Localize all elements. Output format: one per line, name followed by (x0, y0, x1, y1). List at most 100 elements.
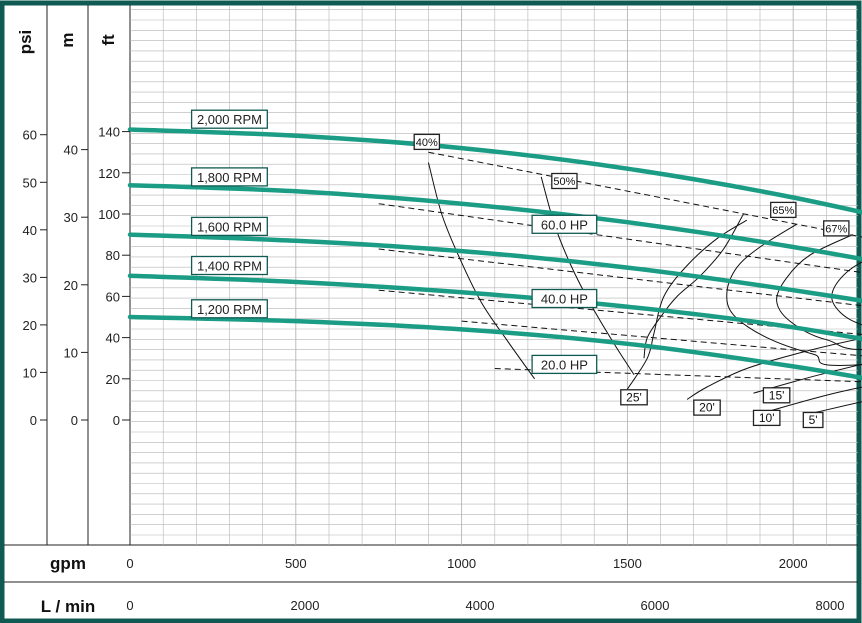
psi-tick-label: 0 (30, 413, 37, 428)
rpm-label-1-800-rpm-box (190, 167, 268, 187)
rpm-label-1-400-rpm-box (190, 255, 268, 276)
power-line-75-0-hp (428, 151, 862, 238)
rpm-label-2-000-rpm-box (190, 109, 268, 129)
psi-axis-title: psi (16, 30, 35, 55)
ft-tick-label: 60 (106, 289, 120, 304)
rpm-label-1-600-rpm-text: 1,600 RPM (197, 219, 262, 234)
psi-tick-label: 40 (23, 223, 37, 238)
gpm-tick-label: 0 (126, 556, 133, 571)
efficiency-label-65-2-text: 65% (772, 205, 794, 217)
gpm-tick-label: 500 (285, 556, 307, 571)
efficiency-curve-65-2 (643, 213, 744, 359)
rpm-label-1-600-rpm: 1,600 RPM (190, 216, 268, 237)
efficiency-curve-67-3 (726, 223, 862, 366)
rpm-label-1-400-rpm: 1,400 RPM (190, 255, 268, 276)
ft-tick-label: 40 (106, 331, 120, 346)
rpm-label-2-000-rpm-text: 2,000 RPM (197, 112, 262, 127)
hp-label-40-0-hp-text: 40.0 HP (541, 292, 588, 307)
npsh-label-15-text: 15' (769, 388, 785, 402)
efficiency-label-67-3: 67% (823, 220, 850, 237)
power-line-60-0-hp (378, 203, 862, 273)
efficiency-label-65-2-box (770, 201, 797, 219)
efficiency-label-40-0-box (413, 133, 441, 151)
m-tick-label: 20 (64, 278, 78, 293)
npsh-label-25-box (620, 389, 648, 406)
psi-tick-label: 10 (23, 365, 37, 380)
m-tick-label: 40 (64, 143, 78, 158)
m-tick-label: 10 (64, 345, 78, 360)
npsh-label-5: 5' (802, 411, 824, 429)
npsh-curve-25 (626, 219, 748, 390)
gpm-tick-label: 1000 (447, 556, 476, 571)
power-line-30-0-hp (461, 320, 862, 357)
efficiency-curve-40-0 (427, 162, 536, 380)
npsh-label-10: 10' (752, 409, 781, 427)
npsh-curve-10 (766, 386, 862, 413)
ft-axis-title: ft (99, 34, 118, 46)
npsh-label-25-text: 25' (626, 390, 642, 404)
psi-tick-label: 20 (23, 318, 37, 333)
lpm-tick-label: 0 (126, 598, 133, 613)
npsh-curve-20 (686, 337, 862, 400)
lpm-tick-label: 8000 (816, 598, 845, 613)
efficiency-label-40-0-text: 40% (416, 137, 438, 149)
npsh-label-15: 15' (762, 387, 791, 404)
efficiency-label-50-1: 50% (551, 172, 578, 190)
chart-grid (130, 6, 858, 545)
power-line-50-0-hp (378, 248, 862, 307)
efficiency-label-40-0: 40% (413, 133, 441, 151)
npsh-label-20-box (693, 399, 721, 416)
power-line-40-0-hp (378, 289, 862, 335)
hp-label-60-0-hp-text: 60.0 HP (541, 217, 588, 232)
rpm-curve-1-800-rpm (127, 182, 862, 262)
rpm-curve-1-200-rpm (127, 314, 862, 381)
m-tick-label: 0 (71, 413, 78, 428)
npsh-label-20: 20' (693, 399, 721, 416)
efficiency-label-67-3-text: 67% (825, 223, 847, 235)
efficiency-label-50-1-text: 50% (553, 176, 575, 188)
hp-label-20-0-hp-box (531, 354, 598, 375)
rpm-label-1-400-rpm-text: 1,400 RPM (197, 259, 262, 274)
lpm-tick-label: 2000 (291, 598, 320, 613)
ft-tick-label: 20 (106, 372, 120, 387)
ft-tick-label: 80 (106, 248, 120, 263)
rpm-label-1-200-rpm-text: 1,200 RPM (197, 302, 262, 317)
efficiency-label-65-2: 65% (770, 201, 797, 219)
npsh-label-5-text: 5' (809, 413, 818, 427)
hp-label-40-0-hp: 40.0 HP (531, 288, 598, 309)
hp-label-40-0-hp-box (531, 288, 598, 309)
efficiency-curve-68-4 (776, 234, 862, 351)
rpm-label-2-000-rpm: 2,000 RPM (190, 109, 268, 129)
npsh-label-20-text: 20' (699, 401, 715, 415)
npsh-label-25: 25' (620, 389, 648, 406)
hp-label-60-0-hp-box (531, 214, 598, 234)
rpm-curve-1-600-rpm (127, 232, 862, 303)
npsh-curve-15 (753, 363, 862, 394)
ft-tick-label: 0 (113, 413, 120, 428)
gpm-tick-label: 2000 (779, 556, 808, 571)
efficiency-curve-70-5 (831, 261, 862, 326)
rpm-curve-2-000-rpm (127, 127, 862, 215)
gpm-tick-label: 1500 (613, 556, 642, 571)
rpm-label-1-200-rpm-box (190, 299, 268, 319)
efficiency-label-50-1-box (551, 172, 578, 190)
efficiency-label-67-3-box (823, 220, 850, 237)
npsh-label-5-box (802, 411, 824, 429)
ft-tick-label: 120 (98, 166, 120, 181)
hp-label-20-0-hp: 20.0 HP (531, 354, 598, 375)
rpm-label-1-600-rpm-box (190, 216, 268, 237)
m-tick-label: 30 (64, 210, 78, 225)
ft-tick-label: 140 (98, 125, 120, 140)
chart-axes: 0 10 20 30 40 50 60 0 10 20 30 40 0 20 40 60 80 100 120 140… (16, 30, 845, 616)
lpm-axis-title: L / min (41, 597, 95, 616)
hp-label-60-0-hp: 60.0 HP (531, 214, 598, 234)
rpm-label-1-200-rpm: 1,200 RPM (190, 299, 268, 319)
lpm-tick-label: 6000 (641, 598, 670, 613)
hp-label-20-0-hp-text: 20.0 HP (541, 357, 588, 372)
rpm-label-1-800-rpm: 1,800 RPM (190, 167, 268, 187)
gpm-axis-title: gpm (50, 554, 86, 573)
psi-tick-label: 60 (23, 128, 37, 143)
